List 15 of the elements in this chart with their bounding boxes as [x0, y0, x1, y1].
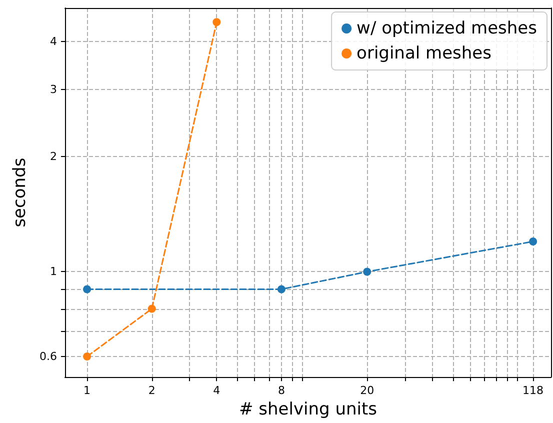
- y-tick-label: 3: [50, 82, 57, 96]
- y-tick-label: 2: [50, 150, 57, 164]
- x-tick-label: 4: [213, 384, 220, 398]
- y-tick-label: 1: [50, 265, 57, 278]
- x-tick-label: 20: [360, 384, 374, 398]
- y-axis-title: seconds: [10, 158, 30, 228]
- x-tick-label: 1: [84, 384, 91, 398]
- legend-label: original meshes: [356, 44, 492, 64]
- x-tick-label: 2: [148, 384, 156, 398]
- x-tick-label: 118: [522, 384, 544, 398]
- x-tick-label: 8: [278, 384, 285, 398]
- y-tick-label: 4: [50, 35, 57, 48]
- x-axis-title: # shelving units: [238, 400, 378, 420]
- y-tick-label: 0.6: [40, 350, 57, 364]
- legend-label: w/ optimized meshes: [356, 18, 538, 38]
